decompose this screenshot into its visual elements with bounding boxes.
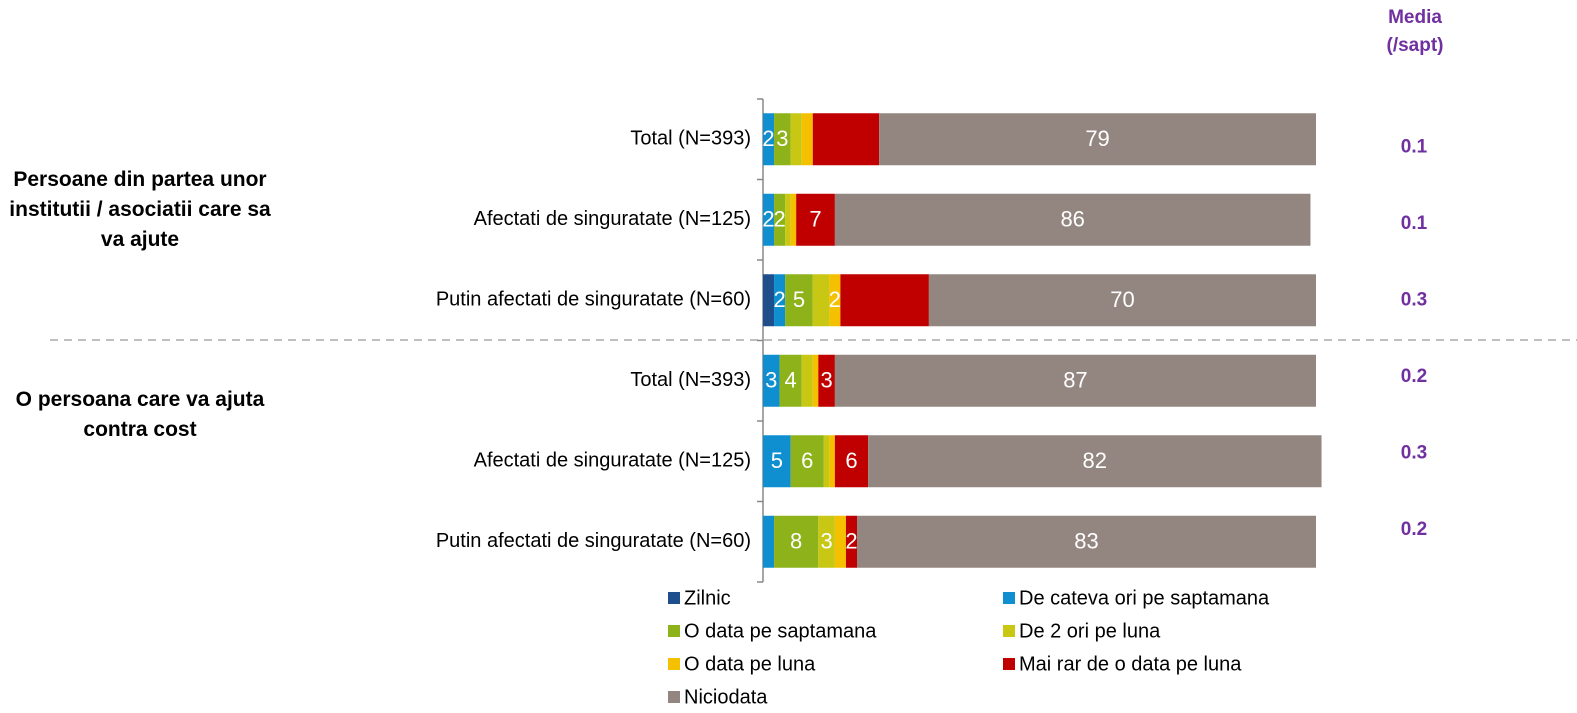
bar-segment <box>779 354 802 407</box>
legend-swatch <box>668 592 680 604</box>
media-value: 0.2 <box>1401 519 1427 540</box>
bar-segment <box>812 274 830 327</box>
bar-segment <box>801 113 813 166</box>
bar-segment <box>790 435 824 488</box>
bar-segment <box>834 515 846 568</box>
legend-swatch <box>1003 592 1015 604</box>
value-label: 70 <box>1110 287 1134 312</box>
bar-segment <box>763 274 775 327</box>
legend-swatch <box>668 658 680 670</box>
category-label: Afectati de singuratate (N=125) <box>474 208 751 230</box>
legend-label: Zilnic <box>684 587 731 609</box>
legend-swatch <box>668 691 680 703</box>
value-label: 3 <box>820 368 832 393</box>
category-label: Total (N=393) <box>630 128 751 150</box>
value-label: 6 <box>801 448 813 473</box>
bar-segment <box>845 515 858 568</box>
category-label: Putin afectati de singuratate (N=60) <box>436 289 751 311</box>
legend-label: Mai rar de o data pe luna <box>1019 653 1242 675</box>
bar-segment <box>840 274 929 327</box>
value-label: 4 <box>785 368 797 393</box>
bar-segment <box>790 193 797 246</box>
value-label: 87 <box>1063 368 1087 393</box>
value-label: 3 <box>765 368 777 393</box>
bar-segment <box>868 435 1322 488</box>
bar-segment <box>812 354 819 407</box>
bar-segment <box>829 274 841 327</box>
value-label: 2 <box>829 287 841 312</box>
value-label: 5 <box>793 287 805 312</box>
value-label: 2 <box>762 207 774 232</box>
value-label: 83 <box>1074 529 1098 554</box>
bar-segment <box>790 113 802 166</box>
value-label: 2 <box>773 287 785 312</box>
bar-segment <box>834 435 869 488</box>
bar-segment <box>774 274 786 327</box>
bar-segment <box>774 515 819 568</box>
legend-swatch <box>1003 625 1015 637</box>
legend-label: De cateva ori pe saptamana <box>1019 587 1270 609</box>
bar-segment <box>812 113 880 166</box>
legend-swatch <box>668 625 680 637</box>
group-label: Persoane din partea unor institutii / as… <box>9 168 271 251</box>
group-label: O persoana care va ajuta contra cost <box>15 388 265 441</box>
media-value: 0.2 <box>1401 366 1427 387</box>
media-value: 0.1 <box>1401 136 1428 157</box>
bar-segment <box>774 113 791 166</box>
media-title: Media (/sapt) <box>1386 7 1444 56</box>
bar-segment <box>763 435 791 488</box>
value-label: 3 <box>776 126 788 151</box>
bar-segment <box>834 193 1311 246</box>
bar-segment <box>857 515 1316 568</box>
legend-label: Niciodata <box>684 686 768 708</box>
bar-segment <box>834 354 1316 407</box>
legend-label: O data pe luna <box>684 653 816 675</box>
value-label: 82 <box>1083 448 1107 473</box>
bar-segment <box>829 435 835 488</box>
bar-segment <box>879 113 1316 166</box>
bar-segment <box>774 193 786 246</box>
category-label: Putin afectati de singuratate (N=60) <box>436 530 751 552</box>
value-label: 7 <box>809 207 821 232</box>
bar-segment <box>763 193 775 246</box>
bar-segment <box>823 435 830 488</box>
category-label: Total (N=393) <box>630 369 751 391</box>
value-label: 86 <box>1060 207 1084 232</box>
bar-segment <box>818 515 835 568</box>
value-label: 8 <box>790 529 802 554</box>
bar-segment <box>928 274 1316 327</box>
value-label: 2 <box>845 529 857 554</box>
legend-label: O data pe saptamana <box>684 620 877 642</box>
bar-segment <box>763 515 775 568</box>
media-value: 0.3 <box>1401 442 1427 463</box>
bar-segment <box>763 354 780 407</box>
legend-label: De 2 ori pe luna <box>1019 620 1161 642</box>
value-label: 79 <box>1085 126 1109 151</box>
bar-segment <box>796 193 835 246</box>
value-label: 6 <box>845 448 857 473</box>
category-label: Afectati de singuratate (N=125) <box>474 450 751 472</box>
bar-segment <box>818 354 835 407</box>
media-value: 0.1 <box>1401 213 1428 234</box>
bar-segment <box>801 354 813 407</box>
value-label: 3 <box>820 529 832 554</box>
bar-segment <box>785 193 791 246</box>
legend-swatch <box>1003 658 1015 670</box>
value-label: 2 <box>773 207 785 232</box>
bar-segment <box>763 113 775 166</box>
bar-segment <box>785 274 813 327</box>
value-label: 2 <box>762 126 774 151</box>
value-label: 5 <box>771 448 783 473</box>
media-value: 0.3 <box>1401 289 1427 310</box>
